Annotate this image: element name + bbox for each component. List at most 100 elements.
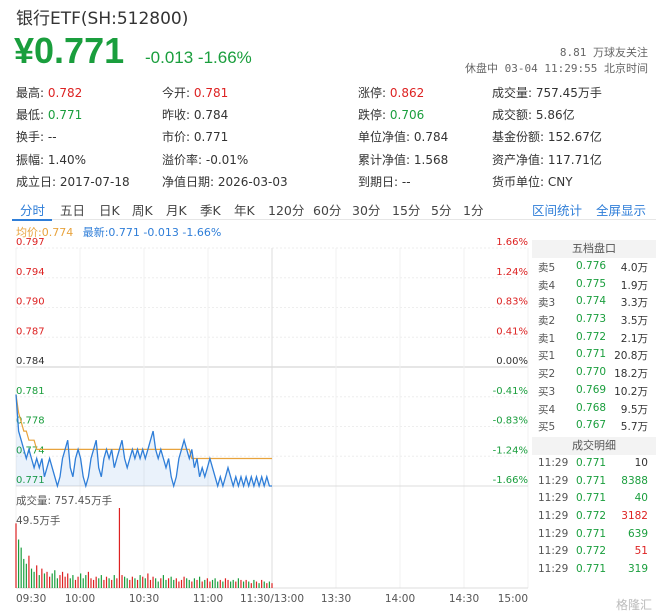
order-price: 0.774 [576,295,607,308]
volume-bar [253,579,255,588]
intraday-chart[interactable]: 0.797 1.66% 0.794 1.24% 0.790 0.83% 0.787 0.41%… [14,236,530,612]
volume-bar [193,578,196,588]
chart-grid [15,247,529,589]
volume-bar [38,575,40,588]
tab-120min[interactable]: 120分 [268,203,305,218]
volume-bars [15,508,273,588]
y-tick-label-right: 0.83% [496,297,528,308]
volume-bar [157,581,159,588]
volume-bar [92,579,95,588]
x-tick-label: 11:30/13:00 [240,593,304,605]
tab-1min[interactable]: 1分 [463,203,484,218]
stat-low: 最低: 0.771 [16,108,83,122]
trade-price: 0.772 [576,509,607,522]
y-tick-label-right: 0.41% [496,326,528,337]
volume-bar [136,579,139,588]
volume-bar [263,581,265,588]
bid-row: 买1 0.771 20.8万 [532,346,656,364]
order-level-label: 买3 [538,385,556,398]
volume-bar [118,508,121,588]
tab-60min[interactable]: 60分 [313,203,342,218]
order-volume: 3.5万 [620,315,648,328]
y-tick-label-right: 1.66% [496,237,528,248]
volume-bar [180,579,183,588]
stat-market-price: 市价: 0.771 [162,130,229,144]
y-tick-label-right: -0.41% [493,386,528,397]
tab-intraday[interactable]: 分时 [20,203,46,218]
volume-bar [51,573,53,588]
followers-count[interactable]: 8.81 万球友关注 [559,46,648,59]
volume-bar [144,578,146,588]
y-tick-label-right: -1.66% [493,475,528,486]
range-stats-link[interactable]: 区间统计 [532,203,583,218]
order-volume: 3.3万 [620,297,648,310]
page-title: 银行ETF(SH:512800) [16,9,189,29]
tab-5day[interactable]: 五日 [60,203,86,218]
stat-unit-nav: 单位净值: 0.784 [358,130,449,144]
stat-net-assets: 资产净值: 117.71亿 [492,153,602,167]
order-volume: 2.1万 [620,332,648,345]
y-tick-label-left: 0.797 [16,237,45,248]
y-tick-label-left: 0.784 [16,356,45,367]
volume-bar [87,571,90,588]
tab-5min[interactable]: 5分 [431,203,452,218]
tab-daily-k[interactable]: 日K [99,203,120,218]
trade-price: 0.771 [576,474,607,487]
bid-row: 买5 0.767 5.7万 [532,417,656,435]
trade-row: 11:29 0.771 40 [532,490,656,508]
volume-bar [43,573,46,588]
trade-row: 11:29 0.772 3182 [532,508,656,526]
volume-bar [121,575,123,588]
volume-bar [90,578,92,588]
volume-bar [36,565,38,588]
volume-bar [162,575,164,588]
volume-bar [211,579,214,588]
price-line [15,394,272,489]
bid-row: 买2 0.770 18.2万 [532,364,656,382]
tab-quarterly-k[interactable]: 季K [200,203,221,218]
stat-limit-up: 涨停: 0.862 [358,86,425,100]
order-level-label: 买1 [538,350,556,363]
tab-30min[interactable]: 30分 [352,203,381,218]
trade-time: 11:29 [538,527,569,540]
stat-open: 今开: 0.781 [162,86,229,100]
trade-volume: 639 [627,527,648,540]
volume-bar [98,578,100,588]
x-tick-label: 14:00 [385,593,415,605]
trade-time: 11:29 [538,474,569,487]
trade-time: 11:29 [538,509,569,522]
bid-row: 买4 0.768 9.5万 [532,400,656,418]
volume-bar [131,576,133,588]
order-level-label: 买5 [538,421,556,434]
volume-bar [167,578,170,588]
volume-bar [222,581,224,588]
volume-bar [201,581,203,588]
volume-bar [268,581,271,588]
tab-15min[interactable]: 15分 [392,203,421,218]
order-price: 0.770 [576,366,607,379]
tab-weekly-k[interactable]: 周K [132,203,153,218]
trade-price: 0.772 [576,545,607,558]
volume-bar [186,578,188,588]
volume-bar [124,576,126,588]
volume-bar [261,579,263,588]
chart-period-tabs: 分时 五日 日K 周K 月K 季K 年K 120分 60分 30分 15分 5分… [12,198,656,220]
volume-bar [219,579,221,588]
volume-bar [111,579,113,588]
volume-bar [28,555,30,588]
stat-limit-down: 跌停: 0.706 [358,108,425,122]
volume-bar [56,578,58,588]
order-level-label: 买4 [538,403,556,416]
y-tick-label-left: 0.771 [16,475,45,486]
trade-price: 0.771 [576,456,607,469]
volume-bar [198,576,201,588]
stat-fund-share: 基金份额: 152.67亿 [492,130,602,144]
volume-bar [54,570,56,588]
volume-bar [237,578,239,588]
trade-row: 11:29 0.771 319 [532,561,656,579]
tab-monthly-k[interactable]: 月K [166,203,187,218]
volume-bar [173,579,175,588]
order-price: 0.768 [576,401,607,414]
fullscreen-link[interactable]: 全屏显示 [596,203,647,218]
tab-yearly-k[interactable]: 年K [234,203,255,218]
